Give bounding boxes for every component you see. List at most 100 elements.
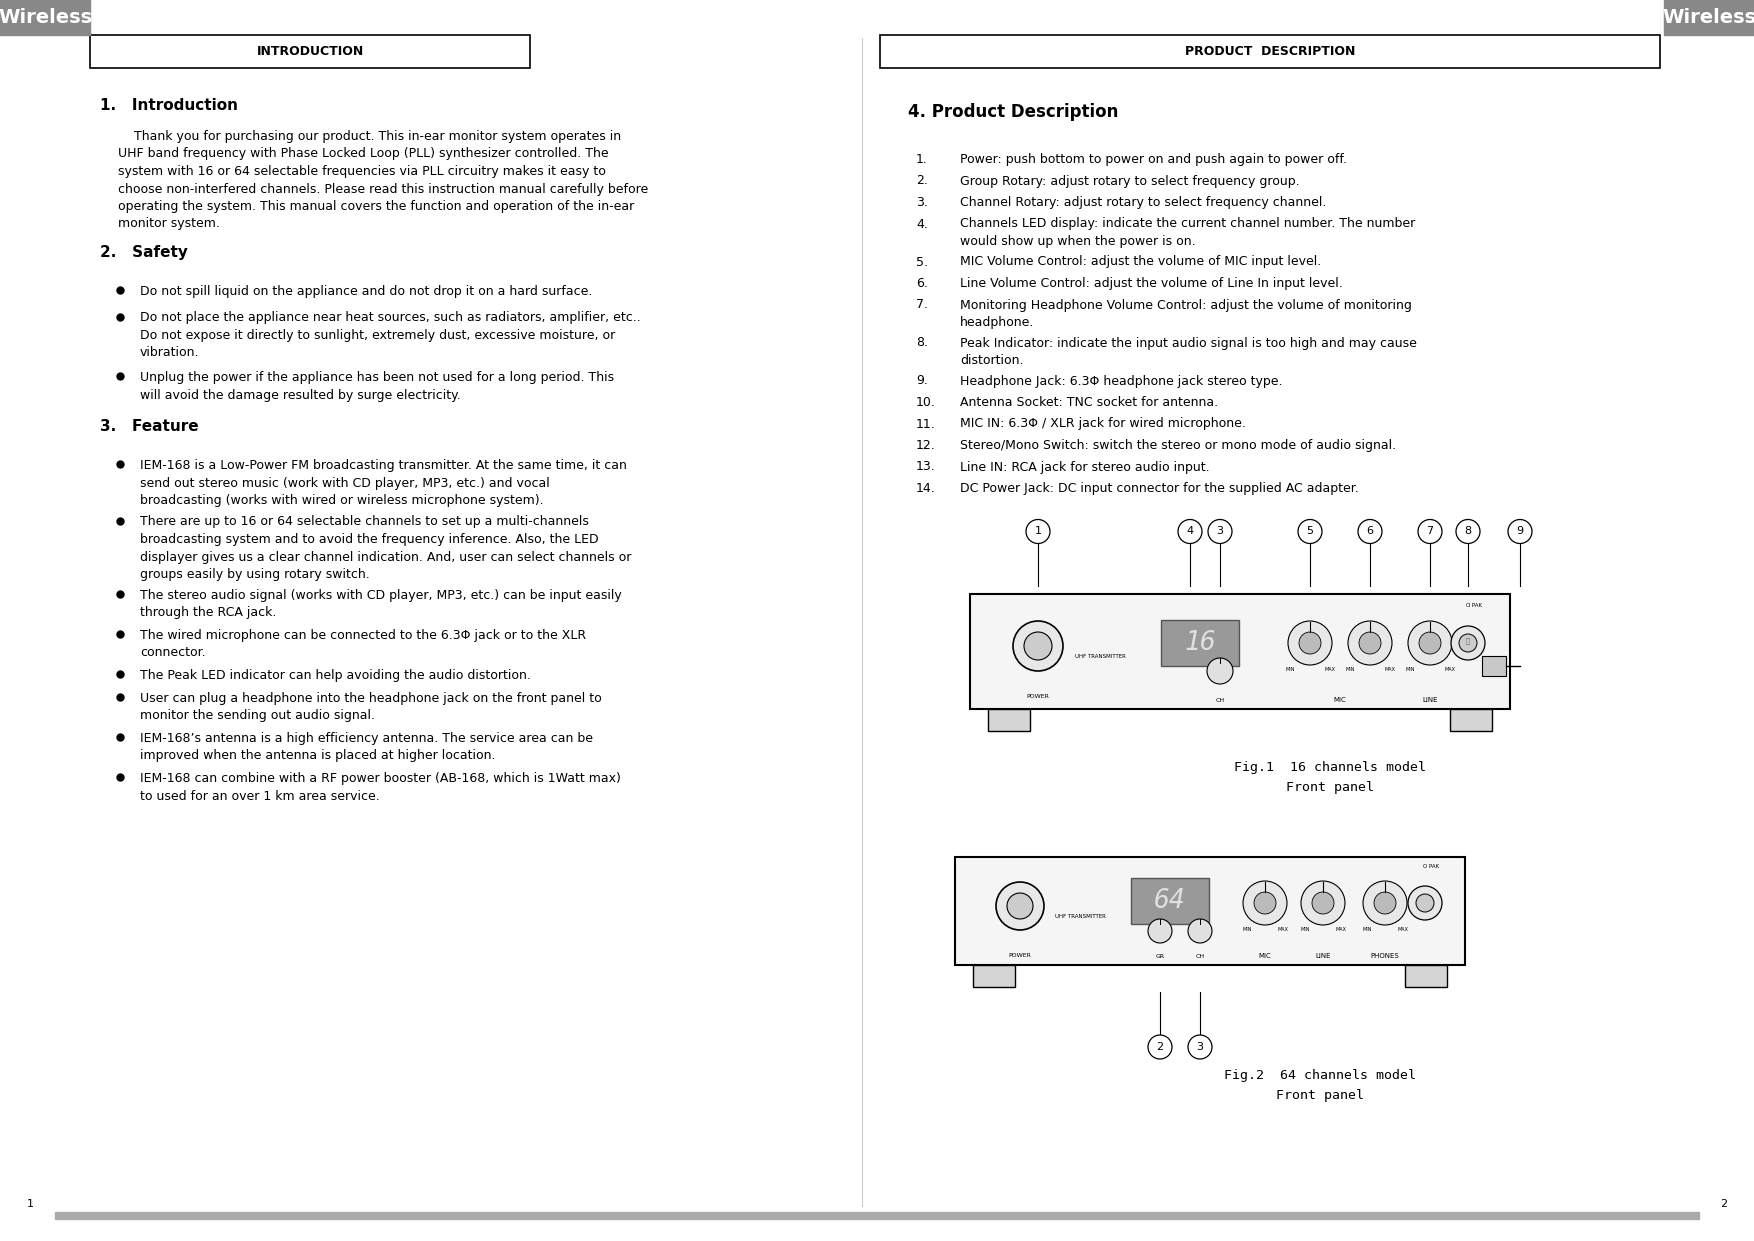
Text: 12.: 12. [916, 439, 935, 452]
Text: Unplug the power if the appliance has been not used for a long period. This
will: Unplug the power if the appliance has be… [140, 371, 614, 402]
Text: Channels LED display: indicate the current channel number. The number
would show: Channels LED display: indicate the curre… [959, 217, 1415, 248]
Text: Ɑ PAK: Ɑ PAK [1466, 603, 1482, 608]
Bar [1131, 877, 1209, 925]
Circle shape [1408, 886, 1442, 920]
Text: 1: 1 [1035, 526, 1042, 536]
Text: IEM-168 is a Low-Power FM broadcasting transmitter. At the same time, it can
sen: IEM-168 is a Low-Power FM broadcasting t… [140, 459, 626, 508]
Text: 🎧: 🎧 [1466, 638, 1470, 644]
Text: Headphone Jack: 6.3Φ headphone jack stereo type.: Headphone Jack: 6.3Φ headphone jack ster… [959, 375, 1282, 387]
Text: 2.   Safety: 2. Safety [100, 244, 188, 261]
Text: LINE: LINE [1422, 696, 1438, 702]
Text: MIN: MIN [1300, 927, 1310, 932]
Text: 7.: 7. [916, 299, 928, 311]
Text: 8.: 8. [916, 336, 928, 350]
Text: O PAK: O PAK [1422, 865, 1438, 870]
Text: MIC IN: 6.3Φ / XLR jack for wired microphone.: MIC IN: 6.3Φ / XLR jack for wired microp… [959, 417, 1245, 431]
Circle shape [1301, 881, 1345, 925]
Bar [1405, 965, 1447, 987]
Circle shape [1419, 632, 1442, 654]
Text: Power: push bottom to power on and push again to power off.: Power: push bottom to power on and push … [959, 153, 1347, 166]
Text: MIC: MIC [1333, 696, 1347, 702]
Bar [881, 35, 1659, 68]
Text: MAX: MAX [1324, 666, 1335, 671]
Text: There are up to 16 or 64 selectable channels to set up a multi-channels
broadcas: There are up to 16 or 64 selectable chan… [140, 515, 631, 581]
Bar [988, 709, 1030, 731]
Circle shape [1007, 894, 1033, 920]
Text: 13.: 13. [916, 460, 935, 474]
Text: INTRODUCTION: INTRODUCTION [256, 45, 363, 58]
Text: MAX: MAX [1445, 666, 1456, 671]
Text: Line Volume Control: adjust the volume of Line In input level.: Line Volume Control: adjust the volume o… [959, 277, 1344, 290]
Circle shape [1024, 632, 1052, 660]
Text: The wired microphone can be connected to the 6.3Φ jack or to the XLR
connector.: The wired microphone can be connected to… [140, 628, 586, 659]
Text: MIC Volume Control: adjust the volume of MIC input level.: MIC Volume Control: adjust the volume of… [959, 256, 1321, 268]
Text: CH: CH [1216, 697, 1224, 702]
Text: Group Rotary: adjust rotary to select frequency group.: Group Rotary: adjust rotary to select fr… [959, 175, 1300, 187]
Text: 1.   Introduction: 1. Introduction [100, 98, 239, 113]
Text: Do not spill liquid on the appliance and do not drop it on a hard surface.: Do not spill liquid on the appliance and… [140, 285, 593, 298]
Text: Thank you for purchasing our product. This in-ear monitor system operates in
UHF: Thank you for purchasing our product. Th… [118, 130, 649, 231]
Text: 9.: 9. [916, 375, 928, 387]
Text: DC Power Jack: DC input connector for the supplied AC adapter.: DC Power Jack: DC input connector for th… [959, 482, 1359, 495]
Text: IEM-168 can combine with a RF power booster (AB-168, which is 1Watt max)
to used: IEM-168 can combine with a RF power boos… [140, 772, 621, 803]
Text: MIN: MIN [1405, 666, 1415, 671]
Circle shape [1149, 1035, 1172, 1059]
Text: Antenna Socket: TNC socket for antenna.: Antenna Socket: TNC socket for antenna. [959, 396, 1217, 410]
Text: Stereo/Mono Switch: switch the stereo or mono mode of audio signal.: Stereo/Mono Switch: switch the stereo or… [959, 439, 1396, 452]
Circle shape [1187, 1035, 1212, 1059]
Bar [0, 0, 89, 35]
Text: PRODUCT  DESCRIPTION: PRODUCT DESCRIPTION [1184, 45, 1356, 58]
Text: 11.: 11. [916, 417, 935, 431]
Circle shape [996, 882, 1044, 930]
Text: CH: CH [1196, 954, 1205, 959]
Text: Fig.1  16 channels model: Fig.1 16 channels model [1235, 761, 1426, 773]
Text: 6: 6 [1366, 526, 1373, 536]
Text: 1.: 1. [916, 153, 928, 166]
Text: 1: 1 [26, 1199, 33, 1209]
Text: 4. Product Description: 4. Product Description [909, 103, 1119, 122]
Text: 4: 4 [1186, 526, 1193, 536]
Text: 5.: 5. [916, 256, 928, 268]
Text: 5: 5 [1307, 526, 1314, 536]
Text: Channel Rotary: adjust rotary to select frequency channel.: Channel Rotary: adjust rotary to select … [959, 196, 1326, 208]
Text: The Peak LED indicator can help avoiding the audio distortion.: The Peak LED indicator can help avoiding… [140, 669, 531, 681]
Text: MAX: MAX [1398, 927, 1408, 932]
Circle shape [1415, 894, 1435, 912]
Circle shape [1349, 620, 1393, 665]
Text: Front panel: Front panel [1286, 781, 1373, 793]
Bar [54, 1212, 1700, 1219]
Text: 6.: 6. [916, 277, 928, 290]
Text: 14.: 14. [916, 482, 935, 495]
Text: UHF TRANSMITTER: UHF TRANSMITTER [1054, 913, 1105, 918]
Circle shape [1300, 632, 1321, 654]
Text: MIN: MIN [1286, 666, 1294, 671]
Circle shape [1244, 881, 1287, 925]
Text: Do not place the appliance near heat sources, such as radiators, amplifier, etc.: Do not place the appliance near heat sou… [140, 311, 640, 360]
Circle shape [1254, 892, 1275, 915]
Bar [973, 965, 1016, 987]
Text: 16: 16 [1184, 630, 1216, 656]
Text: POWER: POWER [1009, 953, 1031, 958]
Text: Wireless: Wireless [0, 7, 91, 27]
Bar [954, 858, 1465, 965]
Text: Line IN: RCA jack for stereo audio input.: Line IN: RCA jack for stereo audio input… [959, 460, 1210, 474]
Text: Monitoring Headphone Volume Control: adjust the volume of monitoring
headphone.: Monitoring Headphone Volume Control: adj… [959, 299, 1412, 329]
Circle shape [1408, 620, 1452, 665]
Text: 3: 3 [1196, 1042, 1203, 1052]
Text: LINE: LINE [1316, 953, 1331, 959]
Text: MIN: MIN [1345, 666, 1354, 671]
Bar [1482, 656, 1507, 676]
Circle shape [1287, 620, 1331, 665]
Bar [970, 593, 1510, 709]
Text: 9: 9 [1517, 526, 1524, 536]
Text: 8: 8 [1465, 526, 1472, 536]
Text: 2: 2 [1721, 1199, 1728, 1209]
Text: MAX: MAX [1384, 666, 1396, 671]
Circle shape [1209, 520, 1231, 544]
Text: The stereo audio signal (works with CD player, MP3, etc.) can be input easily
th: The stereo audio signal (works with CD p… [140, 588, 621, 619]
Text: 10.: 10. [916, 396, 937, 410]
Text: MAX: MAX [1277, 927, 1289, 932]
Circle shape [1026, 520, 1051, 544]
Circle shape [1187, 920, 1212, 943]
Bar [1161, 620, 1238, 666]
